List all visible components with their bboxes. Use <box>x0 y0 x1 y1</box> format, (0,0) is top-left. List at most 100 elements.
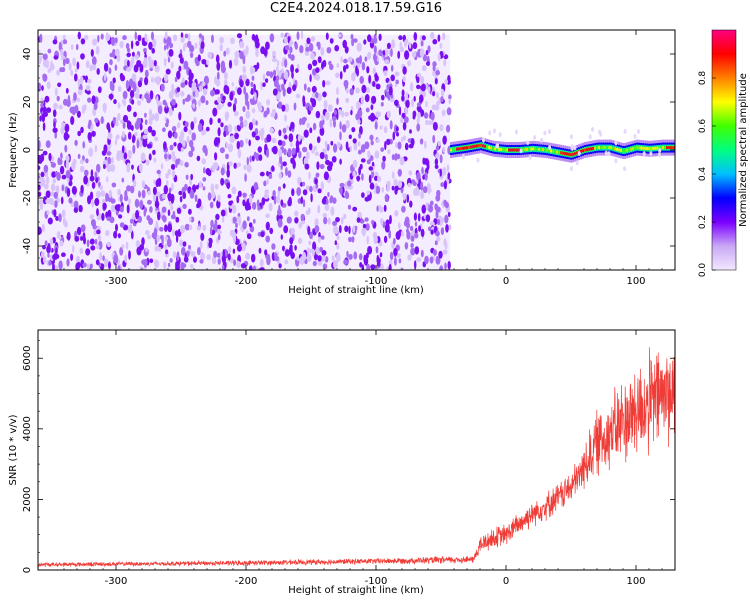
noise-cell <box>311 149 315 154</box>
noise-cell <box>347 56 353 63</box>
noise-cell <box>255 48 259 58</box>
noise-cell <box>416 102 422 107</box>
noise-cell <box>277 139 283 146</box>
noise-cell <box>277 101 283 109</box>
noise-cell <box>308 143 313 151</box>
noise-cell <box>390 48 393 57</box>
noise-cell <box>248 195 253 204</box>
noise-cell <box>405 99 410 109</box>
noise-cell <box>40 102 44 108</box>
noise-cell <box>414 221 418 227</box>
noise-cell <box>190 173 194 181</box>
noise-cell <box>115 135 118 142</box>
noise-cell <box>40 171 45 178</box>
noise-cell <box>293 102 297 111</box>
noise-cell <box>72 245 75 253</box>
signal-cell <box>596 146 599 150</box>
noise-cell <box>416 123 421 132</box>
noise-cell <box>172 125 177 132</box>
noise-cell <box>310 97 314 103</box>
noise-cell <box>61 209 66 218</box>
noise-cell <box>209 226 213 236</box>
noise-cell <box>157 246 162 252</box>
noise-cell <box>112 77 116 84</box>
noise-cell <box>91 199 94 208</box>
noise-cell <box>148 116 153 126</box>
noise-cell <box>439 154 443 164</box>
noise-cell <box>80 184 84 194</box>
noise-cell <box>84 35 89 40</box>
noise-cell <box>100 116 104 125</box>
noise-cell <box>357 119 361 125</box>
noise-cell <box>324 204 330 211</box>
noise-cell <box>352 38 358 43</box>
noise-cell <box>107 156 112 164</box>
noise-cell <box>188 224 193 231</box>
noise-cell <box>184 121 189 128</box>
noise-cell <box>113 230 118 239</box>
noise-cell <box>284 36 288 45</box>
noise-cell <box>357 102 361 108</box>
noise-cell <box>118 214 123 219</box>
noise-cell <box>172 229 175 237</box>
noise-cell <box>407 182 412 188</box>
noise-cell <box>264 249 268 256</box>
noise-cell <box>416 257 421 263</box>
noise-cell <box>188 208 192 215</box>
noise-cell <box>447 172 451 180</box>
noise-cell <box>52 127 58 133</box>
noise-cell <box>350 33 354 40</box>
noise-cell <box>386 84 390 91</box>
noise-cell <box>191 81 197 89</box>
noise-cell <box>370 264 376 270</box>
noise-cell <box>217 118 221 124</box>
noise-cell <box>227 194 232 199</box>
signal-cell <box>584 148 587 152</box>
noise-cell <box>320 114 325 120</box>
noise-cell <box>390 74 396 82</box>
noise-cell <box>85 248 91 256</box>
signal-speckle <box>476 157 480 163</box>
signal-cell <box>602 146 605 150</box>
noise-cell <box>243 164 247 170</box>
noise-cell <box>352 138 357 144</box>
noise-cell <box>95 177 99 184</box>
noise-cell <box>280 234 283 240</box>
y-tick-label: 20 <box>22 96 33 109</box>
noise-cell <box>314 178 318 185</box>
noise-cell <box>240 263 246 269</box>
noise-cell <box>399 41 403 50</box>
noise-cell <box>444 201 449 209</box>
noise-cell <box>234 238 240 245</box>
noise-cell <box>146 143 152 149</box>
noise-cell <box>362 223 367 229</box>
noise-cell <box>434 104 440 111</box>
noise-cell <box>178 190 183 196</box>
noise-cell <box>248 265 253 270</box>
noise-cell <box>71 161 76 171</box>
signal-speckle <box>548 145 552 151</box>
colorbar-tick-label: 0.4 <box>698 167 708 182</box>
noise-cell <box>85 60 90 69</box>
noise-cell <box>409 200 413 208</box>
noise-cell <box>103 164 106 169</box>
noise-cell <box>232 103 237 113</box>
noise-cell <box>190 251 196 257</box>
noise-cell <box>129 60 133 69</box>
noise-cell <box>384 140 387 151</box>
noise-cell <box>384 193 389 202</box>
noise-cell <box>262 82 266 87</box>
noise-cell <box>38 82 42 92</box>
noise-cell <box>210 219 214 228</box>
noise-cell <box>324 140 328 148</box>
noise-cell <box>296 31 300 41</box>
noise-cell <box>135 40 140 47</box>
noise-cell <box>166 180 169 186</box>
noise-cell <box>266 255 271 266</box>
noise-cell <box>307 207 311 214</box>
noise-cell <box>283 225 289 234</box>
noise-cell <box>119 246 124 256</box>
x-tick-label: -100 <box>365 276 388 287</box>
noise-cell <box>97 34 100 43</box>
noise-cell <box>71 185 77 195</box>
